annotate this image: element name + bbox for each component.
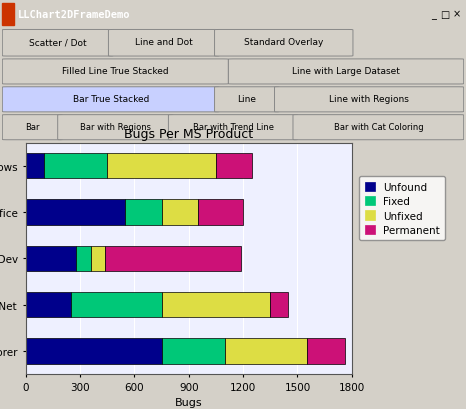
Bar	[307, 338, 344, 364]
FancyBboxPatch shape	[214, 30, 353, 57]
Bar	[428, 4, 439, 26]
Text: Bar: Bar	[25, 123, 40, 132]
Text: LLChart2DFrameDemo: LLChart2DFrameDemo	[18, 10, 130, 20]
Bar	[71, 292, 162, 317]
Bar	[2, 4, 14, 26]
X-axis label: Bugs: Bugs	[175, 398, 203, 407]
Bar	[451, 4, 463, 26]
FancyBboxPatch shape	[2, 115, 62, 140]
FancyBboxPatch shape	[2, 30, 113, 57]
Text: Standard Overlay: Standard Overlay	[244, 38, 323, 47]
Bar	[125, 200, 162, 225]
Title: Bugs Per MS Product: Bugs Per MS Product	[124, 128, 254, 141]
Bar	[107, 154, 216, 179]
FancyBboxPatch shape	[58, 115, 173, 140]
Legend: Unfound, Fixed, Unfixed, Permanent: Unfound, Fixed, Unfixed, Permanent	[359, 177, 445, 240]
Bar	[91, 246, 105, 272]
Bar	[216, 154, 252, 179]
FancyBboxPatch shape	[109, 30, 219, 57]
Bar	[76, 246, 91, 272]
Bar	[439, 4, 451, 26]
FancyBboxPatch shape	[228, 60, 464, 85]
Text: Bar with Regions: Bar with Regions	[80, 123, 151, 132]
Bar	[44, 154, 107, 179]
Text: Line and Dot: Line and Dot	[135, 38, 192, 47]
Text: Line: Line	[237, 95, 256, 104]
Text: ×: ×	[452, 10, 461, 20]
Bar	[26, 200, 125, 225]
FancyBboxPatch shape	[293, 115, 464, 140]
Bar	[162, 200, 198, 225]
Text: Line with Large Dataset: Line with Large Dataset	[292, 67, 400, 76]
Bar	[26, 292, 71, 317]
FancyBboxPatch shape	[2, 88, 219, 112]
Text: Bar with Cat Coloring: Bar with Cat Coloring	[334, 123, 423, 132]
Bar	[162, 292, 270, 317]
FancyBboxPatch shape	[2, 60, 228, 85]
Bar	[270, 292, 288, 317]
Text: Bar with Trend Line: Bar with Trend Line	[192, 123, 274, 132]
Text: Line with Regions: Line with Regions	[329, 95, 409, 104]
Bar	[105, 246, 241, 272]
FancyBboxPatch shape	[168, 115, 298, 140]
FancyBboxPatch shape	[214, 88, 279, 112]
Bar	[26, 154, 44, 179]
Text: □: □	[440, 10, 450, 20]
Text: Scatter / Dot: Scatter / Dot	[29, 38, 87, 47]
Bar	[26, 338, 162, 364]
Bar	[198, 200, 243, 225]
Bar	[162, 338, 225, 364]
FancyBboxPatch shape	[274, 88, 464, 112]
Bar	[26, 246, 76, 272]
Text: Filled Line True Stacked: Filled Line True Stacked	[62, 67, 169, 76]
Text: _: _	[431, 10, 436, 20]
Bar	[225, 338, 307, 364]
Text: Bar True Stacked: Bar True Stacked	[73, 95, 149, 104]
